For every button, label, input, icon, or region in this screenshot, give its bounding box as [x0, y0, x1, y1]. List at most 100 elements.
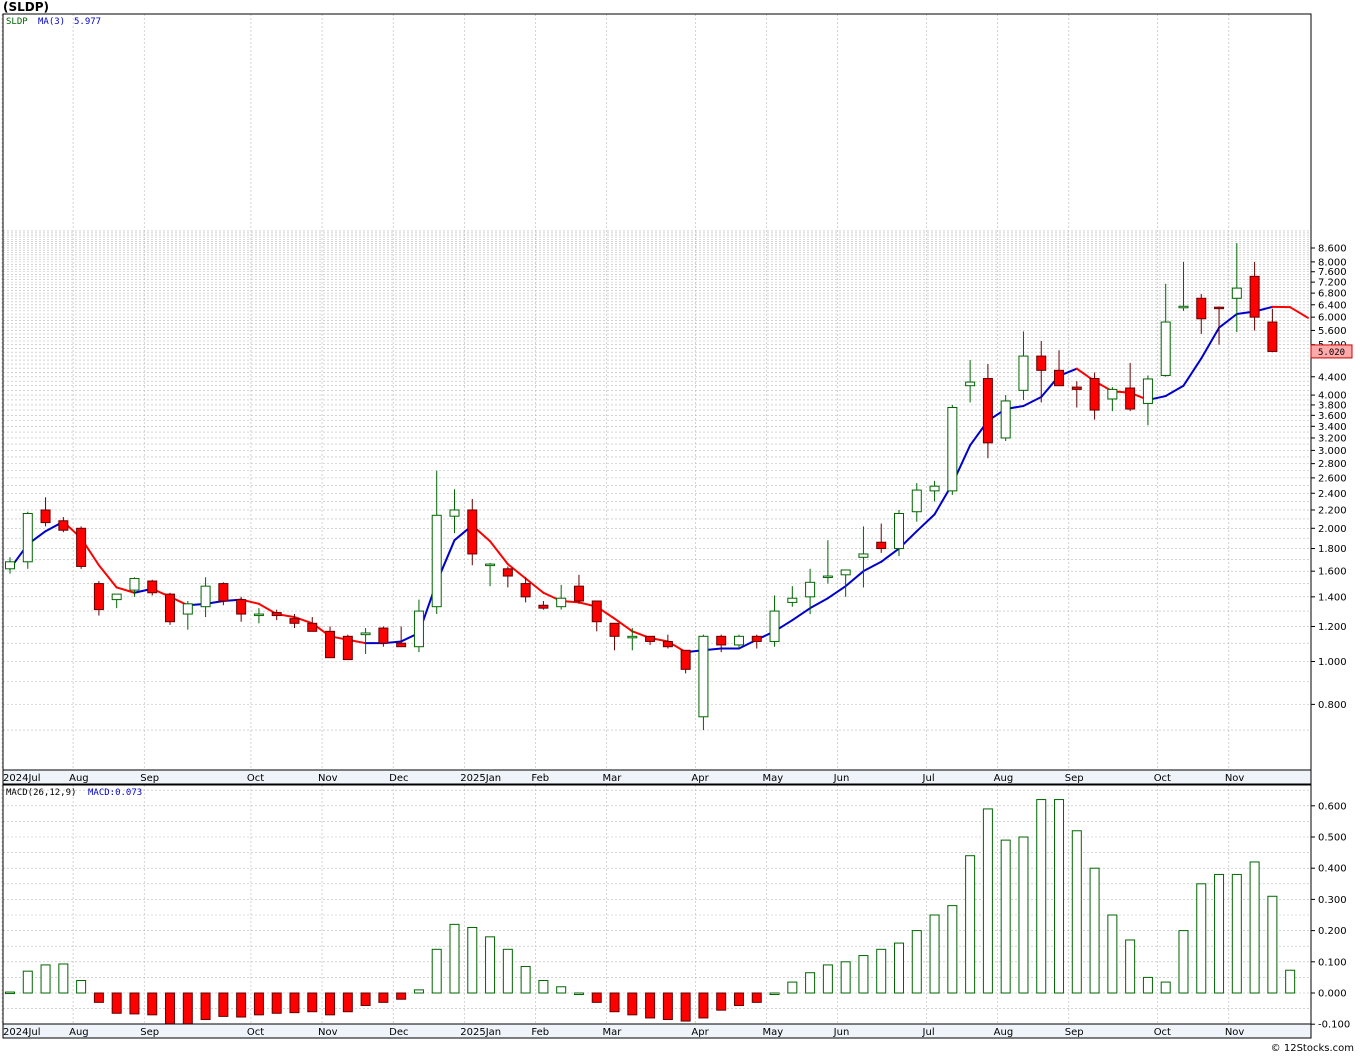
- candle-body: [76, 527, 87, 567]
- candle-body: [307, 622, 318, 632]
- macd-bar: [200, 992, 211, 1021]
- macd-bar: [929, 914, 940, 994]
- candle-body: [378, 627, 389, 644]
- candle: [1125, 362, 1136, 412]
- candle: [751, 634, 762, 649]
- x-tick-label: Aug: [69, 773, 89, 784]
- candle: [485, 562, 496, 587]
- price-y-tick-label: 3.800: [1318, 400, 1347, 411]
- candle: [502, 566, 513, 588]
- candle-body: [894, 513, 904, 550]
- candle: [911, 483, 922, 522]
- candle-body: [485, 563, 496, 567]
- candle-body: [22, 513, 33, 563]
- x-tick-label: Jul: [922, 1027, 935, 1038]
- macd-bar: [858, 955, 869, 994]
- x-tick-label: Feb: [531, 773, 549, 784]
- candle-body: [911, 489, 922, 513]
- candle: [147, 579, 158, 596]
- macd-xaxis-band: [2, 1023, 1312, 1039]
- ma-segment: [1289, 306, 1309, 319]
- candle-body: [396, 642, 407, 648]
- macd-bar: [325, 992, 336, 1016]
- macd-y-tick-label: 0.100: [1318, 957, 1347, 968]
- candle-body: [93, 583, 104, 611]
- candle-body: [182, 603, 193, 615]
- x-tick-label: Nov: [1225, 773, 1245, 784]
- candle-body: [449, 509, 460, 517]
- candle: [1089, 372, 1100, 420]
- macd-bar: [431, 948, 442, 994]
- candle-body: [200, 585, 211, 608]
- candle-body: [840, 569, 851, 576]
- macd-bar: [1036, 799, 1047, 994]
- x-tick-label: May: [763, 773, 784, 784]
- candle-body: [591, 600, 602, 623]
- macd-bar: [93, 992, 104, 1003]
- candle-body: [662, 640, 673, 648]
- candle: [840, 569, 851, 597]
- price-y-tick-label: 1.800: [1318, 544, 1347, 555]
- price-y-tick-label: 6.800: [1318, 289, 1347, 300]
- macd-bar: [236, 992, 247, 1018]
- last-price-tag: 5.020: [1310, 344, 1353, 359]
- candle: [573, 574, 584, 604]
- candle: [413, 599, 424, 653]
- candle: [929, 480, 940, 502]
- macd-y-tick-label: 0.600: [1318, 801, 1347, 812]
- candle-body: [947, 406, 958, 492]
- candle: [236, 596, 247, 622]
- candle: [396, 626, 407, 648]
- x-tick-label: Dec: [389, 1027, 408, 1038]
- price-y-tick-label: 2.800: [1318, 459, 1347, 470]
- candle: [1160, 283, 1171, 377]
- x-tick-label: Apr: [691, 1027, 709, 1038]
- macd-bar: [1231, 873, 1242, 994]
- candle: [253, 608, 264, 624]
- macd-bar: [1107, 914, 1118, 994]
- candle-body: [5, 561, 15, 570]
- macd-bar: [609, 992, 620, 1013]
- macd-bar: [1054, 799, 1065, 994]
- macd-bar: [449, 923, 460, 994]
- macd-bar: [538, 980, 549, 994]
- candle: [5, 557, 15, 574]
- candle-body: [467, 509, 478, 555]
- candle: [698, 634, 709, 731]
- price-y-tick-label: 6.400: [1318, 300, 1347, 311]
- macd-bar: [1160, 981, 1171, 994]
- macd-bar: [1267, 895, 1278, 994]
- macd-y-tick-label: 0.400: [1318, 864, 1347, 875]
- candle-body: [1178, 305, 1189, 309]
- macd-y-tick-label: 0.000: [1318, 989, 1347, 1000]
- candle: [591, 600, 602, 632]
- candle: [467, 498, 478, 566]
- candle-body: [1249, 275, 1260, 318]
- macd-bar: [413, 989, 424, 994]
- candle-body: [360, 632, 371, 636]
- price-y-tick-label: 0.800: [1318, 700, 1347, 711]
- candle: [1018, 331, 1029, 400]
- macd-bar: [342, 992, 353, 1013]
- price-y-tick-label: 2.400: [1318, 489, 1347, 500]
- x-tick-label: Feb: [531, 1027, 549, 1038]
- macd-bar: [947, 905, 958, 994]
- macd-bar: [982, 808, 993, 994]
- macd-bar: [680, 992, 691, 1022]
- price-y-tick-label: 1.200: [1318, 622, 1347, 633]
- price-y-tick-label: 8.600: [1318, 243, 1347, 254]
- candle: [538, 601, 549, 610]
- candle-body: [1125, 387, 1136, 410]
- ma-segment: [880, 547, 900, 563]
- x-tick-label: 2024Jul: [3, 1027, 41, 1038]
- candle-body: [876, 541, 887, 550]
- candle: [342, 634, 353, 661]
- candle-body: [805, 581, 816, 598]
- x-tick-label: Nov: [1225, 1027, 1245, 1038]
- candle: [965, 360, 976, 403]
- macd-y-axis: -0.100 0.000 0.100 0.200 0.300 0.400 0.500 0.60…: [1311, 801, 1350, 1031]
- candle-body: [627, 635, 638, 639]
- macd-bar: [733, 992, 744, 1006]
- price-y-tick-label: 7.200: [1318, 278, 1347, 289]
